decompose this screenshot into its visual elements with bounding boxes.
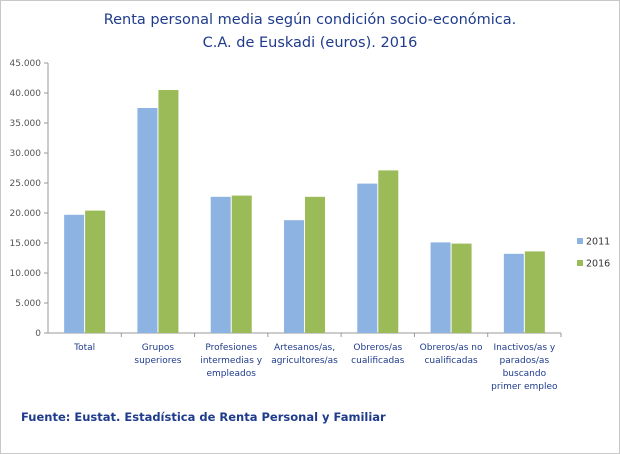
- y-tick-label: 40.000: [10, 89, 42, 99]
- chart-title-line-1: Renta personal media según condición soc…: [103, 12, 517, 28]
- legend-swatch-2016: [577, 260, 583, 266]
- bar-2016-6: [524, 251, 545, 333]
- x-category-label: Inactivos/as y parados/as buscando primer e…: [491, 343, 558, 392]
- bar-2016-3: [305, 196, 325, 333]
- y-tick-label: 10.000: [10, 269, 42, 279]
- source-note: Fuente: Eustat. Estadística de Renta Per…: [21, 410, 386, 424]
- chart-title-line-2: C.A. de Euskadi (euros). 2016: [202, 35, 418, 51]
- x-category-label: Artesanos/as, agricultores/as: [271, 343, 338, 366]
- bar-2016-0: [85, 210, 106, 333]
- bar-2011-0: [64, 214, 85, 333]
- x-category-label: Obreros/as no cualificadas: [420, 343, 483, 366]
- bar-2016-2: [231, 195, 252, 333]
- chart-title: Renta personal media según condición soc…: [1, 9, 619, 55]
- y-tick-label: 45.000: [10, 59, 42, 69]
- bar-2016-4: [378, 170, 399, 333]
- bar-2011-2: [210, 196, 231, 333]
- bar-2011-1: [137, 108, 158, 333]
- y-tick-label: 20.000: [10, 209, 42, 219]
- legend-label-2011: 2011: [586, 237, 610, 248]
- bar-2011-4: [357, 183, 378, 333]
- bar-2016-5: [451, 243, 472, 333]
- x-category-label: Grupos superiores: [134, 343, 181, 366]
- bar-2011-3: [284, 220, 304, 333]
- y-tick-label: 15.000: [10, 239, 42, 249]
- x-category-label: Obreros/as cualificadas: [351, 343, 405, 366]
- legend-swatch-2011: [577, 238, 583, 244]
- y-tick-label: 5.000: [15, 299, 41, 309]
- bar-2011-5: [430, 242, 451, 333]
- y-tick-label: 30.000: [10, 149, 42, 159]
- y-tick-label: 25.000: [10, 179, 42, 189]
- x-category-label: Profesiones intermedias y empleados: [200, 343, 262, 379]
- bar-2011-6: [503, 253, 524, 333]
- legend-label-2016: 2016: [586, 259, 610, 270]
- y-tick-label: 35.000: [10, 119, 42, 129]
- y-tick-label: 0: [35, 329, 41, 339]
- bar-2016-1: [158, 90, 179, 333]
- x-category-label: Total: [73, 343, 95, 353]
